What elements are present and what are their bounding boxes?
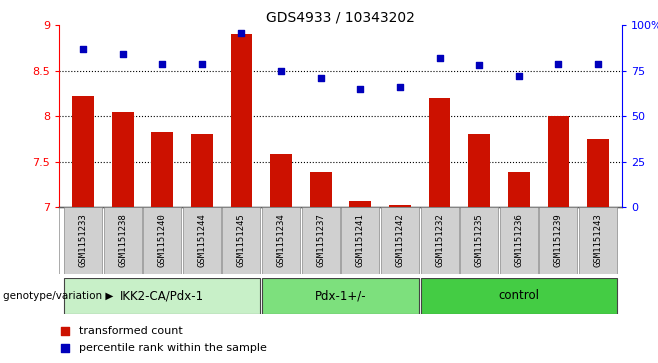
Point: [157, 61, 168, 66]
Bar: [349, 200, 371, 207]
Bar: [587, 139, 609, 207]
Point: [117, 52, 128, 57]
Text: control: control: [498, 289, 540, 302]
Text: IKK2-CA/Pdx-1: IKK2-CA/Pdx-1: [120, 289, 204, 302]
Bar: [579, 207, 617, 274]
Bar: [500, 207, 538, 274]
Point: [553, 61, 564, 66]
Bar: [301, 207, 340, 274]
Bar: [230, 34, 253, 207]
Point: [434, 55, 445, 61]
Bar: [151, 132, 173, 207]
Text: GSM1151240: GSM1151240: [158, 213, 166, 268]
Bar: [420, 278, 617, 314]
Bar: [103, 207, 141, 274]
Point: [315, 75, 326, 81]
Text: genotype/variation ▶: genotype/variation ▶: [3, 291, 113, 301]
Bar: [428, 98, 451, 207]
Bar: [508, 172, 530, 207]
Point: [513, 73, 524, 79]
Bar: [540, 207, 578, 274]
Point: [60, 345, 70, 351]
Text: GSM1151237: GSM1151237: [316, 213, 325, 268]
Text: GSM1151236: GSM1151236: [515, 213, 523, 268]
Bar: [460, 207, 498, 274]
Point: [593, 61, 603, 66]
Bar: [191, 134, 213, 207]
Point: [474, 62, 484, 68]
Text: transformed count: transformed count: [79, 326, 183, 336]
Text: GSM1151245: GSM1151245: [237, 213, 246, 268]
Point: [78, 46, 88, 52]
Bar: [222, 207, 261, 274]
Text: GSM1151241: GSM1151241: [356, 213, 365, 268]
Bar: [64, 278, 261, 314]
Bar: [389, 205, 411, 207]
Text: GSM1151239: GSM1151239: [554, 213, 563, 268]
Bar: [112, 111, 134, 207]
Text: GSM1151238: GSM1151238: [118, 213, 127, 268]
Point: [276, 68, 286, 74]
Text: GSM1151243: GSM1151243: [594, 213, 603, 268]
Bar: [270, 154, 292, 207]
Title: GDS4933 / 10343202: GDS4933 / 10343202: [266, 10, 415, 24]
Point: [395, 84, 405, 90]
Bar: [310, 172, 332, 207]
Point: [355, 86, 366, 92]
Text: GSM1151232: GSM1151232: [435, 213, 444, 268]
Bar: [381, 207, 419, 274]
Bar: [420, 207, 459, 274]
Point: [60, 328, 70, 334]
Text: GSM1151233: GSM1151233: [78, 213, 88, 268]
Bar: [143, 207, 181, 274]
Bar: [262, 207, 300, 274]
Text: GSM1151244: GSM1151244: [197, 213, 207, 268]
Bar: [64, 207, 102, 274]
Bar: [342, 207, 380, 274]
Bar: [183, 207, 221, 274]
Text: Pdx-1+/-: Pdx-1+/-: [315, 289, 367, 302]
Point: [197, 61, 207, 66]
Text: GSM1151242: GSM1151242: [395, 213, 405, 268]
Bar: [72, 96, 94, 207]
Bar: [468, 134, 490, 207]
Text: GSM1151235: GSM1151235: [474, 213, 484, 268]
Bar: [262, 278, 419, 314]
Text: GSM1151234: GSM1151234: [276, 213, 286, 268]
Bar: [547, 116, 569, 207]
Text: percentile rank within the sample: percentile rank within the sample: [79, 343, 266, 353]
Point: [236, 30, 247, 36]
